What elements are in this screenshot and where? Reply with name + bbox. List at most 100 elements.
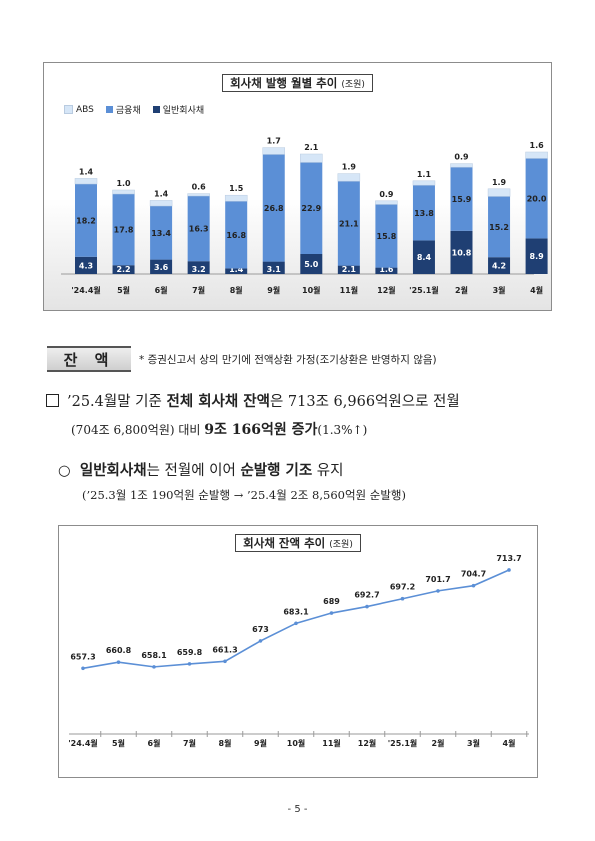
bar-segment xyxy=(187,261,210,274)
issuance-chart-panel: 회사채 발행 월별 추이 (조원) ABS 금융채 일반회사채 4.3 18.2 1… xyxy=(43,62,552,311)
data-label: 683.1 xyxy=(283,607,309,616)
data-label: 692.7 xyxy=(354,591,379,600)
bar-segment xyxy=(262,261,285,274)
data-label: 22.9 xyxy=(301,204,321,213)
data-label: 13.8 xyxy=(414,209,434,218)
bar-segment xyxy=(412,240,435,274)
data-point xyxy=(365,604,369,609)
bar-segment xyxy=(300,153,323,163)
data-point xyxy=(436,589,440,593)
data-label: 4.2 xyxy=(492,262,506,271)
bar-segment xyxy=(187,196,210,262)
x-tick-label: '25.1월 xyxy=(409,285,439,295)
data-label: 17.8 xyxy=(114,226,134,235)
data-label: 0.9 xyxy=(379,190,394,199)
bar-segment xyxy=(450,167,473,231)
bar-segment xyxy=(375,267,398,274)
legend-abs: ABS xyxy=(64,105,94,115)
bar-segment xyxy=(225,268,248,274)
data-label: 1.9 xyxy=(492,178,507,187)
bar-segment xyxy=(224,194,248,202)
data-label: 16.3 xyxy=(189,225,209,234)
data-label: 2.1 xyxy=(342,265,357,274)
data-label: 15.2 xyxy=(489,223,509,232)
bar-segment xyxy=(450,230,473,274)
bar-segment xyxy=(525,151,548,159)
data-label: 2.1 xyxy=(304,143,319,152)
data-label: 2.2 xyxy=(116,265,130,274)
data-label: 26.8 xyxy=(264,204,284,213)
x-tick-label: 3월 xyxy=(467,738,480,748)
general-bond-detail: (’25.3월 1조 190억원 순발행 → ’25.4월 2조 8,560억원… xyxy=(82,488,406,502)
issuance-chart-legend: ABS 금융채 일반회사채 xyxy=(64,103,204,116)
data-label: 1.4 xyxy=(229,265,244,274)
balance-chart-title: 회사채 잔액 추이 (조원) xyxy=(59,532,537,552)
data-label: 701.7 xyxy=(425,575,450,584)
data-label: 1.6 xyxy=(530,141,545,150)
data-label: 3.2 xyxy=(192,265,206,274)
data-label: 8.4 xyxy=(417,253,432,262)
data-label: 15.8 xyxy=(377,232,397,241)
bar-segment xyxy=(74,178,98,185)
bar-segment xyxy=(112,265,135,274)
bar-segment xyxy=(525,238,548,274)
bar-segment xyxy=(75,256,97,274)
data-label: 1.6 xyxy=(379,265,394,274)
data-label: 3.6 xyxy=(154,263,169,272)
data-label: 1.1 xyxy=(417,170,432,179)
data-label: 3.1 xyxy=(267,265,282,274)
data-label: 1.7 xyxy=(267,137,281,146)
x-tick-label: 9월 xyxy=(267,285,280,295)
issuance-chart-title: 회사채 발행 월별 추이 (조원) xyxy=(44,72,551,92)
data-label: 16.8 xyxy=(226,231,246,240)
bar-segment xyxy=(187,193,210,197)
data-point xyxy=(187,662,192,666)
bar-segment xyxy=(412,180,436,186)
data-label: 20.0 xyxy=(527,194,547,203)
data-label: 5.0 xyxy=(304,260,319,269)
data-label: 660.8 xyxy=(106,646,132,655)
bar-segment xyxy=(488,196,511,258)
bar-segment xyxy=(450,163,473,168)
page-number: - 5 - xyxy=(287,804,308,815)
x-tick-label: 7월 xyxy=(192,285,205,295)
data-point xyxy=(81,666,85,671)
bar-segment xyxy=(112,189,135,195)
bar-segment xyxy=(337,265,360,274)
issuance-bar-chart: 4.3 18.2 1.4 '24.4월 2.2 17.8 1.0 5월 3.6 13.4 1.4 6월… xyxy=(61,137,548,295)
general-bond-summary: ○ 일반회사채는 전월에 이어 순발행 기조 유지 xyxy=(58,462,344,479)
data-label: 4.3 xyxy=(79,261,93,270)
bar-segment xyxy=(337,181,360,266)
x-tick-label: '24.4월 xyxy=(68,738,98,748)
bar-segment xyxy=(262,154,285,262)
data-point xyxy=(258,639,263,643)
data-label: 21.1 xyxy=(339,219,359,228)
bar-segment xyxy=(337,173,361,182)
x-tick-label: 4월 xyxy=(503,738,516,748)
bar-segment xyxy=(262,147,285,155)
data-label: 673 xyxy=(252,625,269,634)
data-label: 659.8 xyxy=(177,648,203,657)
x-tick-label: 10월 xyxy=(287,738,306,748)
x-tick-label: 11월 xyxy=(322,738,341,748)
data-label: 1.4 xyxy=(154,189,169,198)
data-point xyxy=(400,596,405,601)
bar-segment xyxy=(300,162,323,254)
x-tick-label: 11월 xyxy=(340,285,359,295)
bar-segment xyxy=(150,206,173,260)
data-label: 1.0 xyxy=(116,179,131,188)
bar-segment xyxy=(412,185,435,241)
x-tick-label: 3월 xyxy=(493,285,506,295)
x-tick-label: 4월 xyxy=(530,285,543,295)
legend-general-corporate-bond: 일반회사채 xyxy=(152,103,204,116)
data-label: 8.9 xyxy=(530,252,545,261)
data-label: 10.8 xyxy=(452,248,472,257)
x-tick-label: 5월 xyxy=(112,738,125,748)
data-point xyxy=(329,611,334,615)
footnote: * 증권신고서 상의 만기에 전액상환 가정(조기상환은 반영하지 않음) xyxy=(139,354,437,366)
x-tick-label: 6월 xyxy=(148,738,161,748)
data-point xyxy=(294,621,298,626)
bar-segment xyxy=(150,259,173,274)
data-point xyxy=(152,665,156,669)
checkbox-square-icon xyxy=(46,394,59,407)
